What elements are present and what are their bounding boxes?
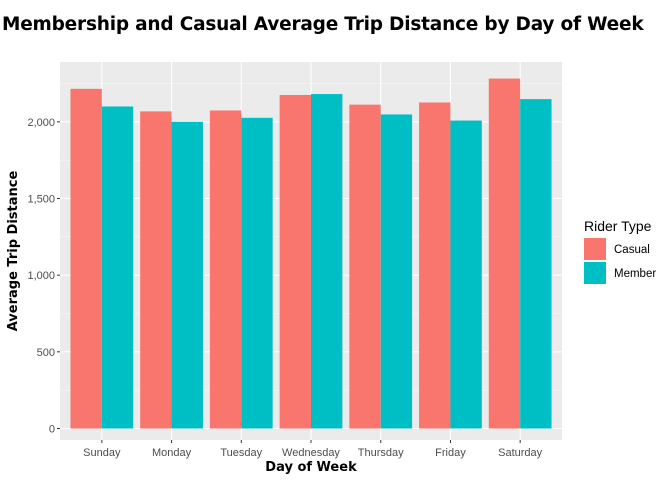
chart-title: Membership and Casual Average Trip Dista…	[2, 14, 644, 35]
legend: Rider Type Casual Member	[584, 218, 656, 284]
x-tick-label: Saturday	[498, 447, 543, 459]
y-tick-label: 1,000	[27, 270, 55, 282]
bar-casual-thursday	[349, 104, 381, 429]
y-axis-title: Average Trip Distance	[6, 171, 21, 332]
bar-casual-saturday	[488, 78, 521, 429]
x-tick-label: Friday	[435, 447, 466, 459]
legend-swatch-casual	[584, 238, 606, 260]
legend-title: Rider Type	[584, 218, 652, 234]
bar-member-tuesday	[241, 117, 273, 429]
bar-member-thursday	[380, 114, 413, 429]
x-axis-title: Day of Week	[265, 460, 357, 475]
y-axis: 0 500 1,000 1,500 2,000	[27, 117, 60, 435]
bar-member-saturday	[520, 99, 552, 429]
y-tick-label: 1,500	[27, 193, 55, 205]
bar-casual-friday	[419, 102, 451, 429]
x-tick-label: Sunday	[83, 447, 121, 459]
bar-member-friday	[450, 120, 482, 429]
x-tick-label: Wednesday	[282, 447, 340, 459]
y-tick-label: 0	[49, 423, 55, 435]
x-axis: Sunday Monday Tuesday Wednesday Thursday Frid…	[83, 440, 543, 459]
legend-label-casual: Casual	[614, 244, 650, 256]
y-tick-label: 2,000	[27, 117, 55, 129]
bar-member-monday	[171, 121, 203, 429]
legend-swatch-member	[584, 262, 606, 284]
bar-casual-tuesday	[209, 110, 242, 429]
bar-casual-monday	[140, 111, 172, 429]
bars	[70, 78, 552, 429]
bar-member-wednesday	[311, 94, 343, 429]
bar-member-sunday	[101, 106, 134, 429]
bar-casual-sunday	[70, 88, 102, 429]
bar-casual-wednesday	[279, 94, 311, 429]
y-tick-label: 500	[37, 347, 55, 359]
x-tick-label: Thursday	[358, 447, 404, 459]
legend-label-member: Member	[614, 268, 656, 280]
x-tick-label: Monday	[152, 447, 192, 459]
x-tick-label: Tuesday	[220, 447, 262, 459]
